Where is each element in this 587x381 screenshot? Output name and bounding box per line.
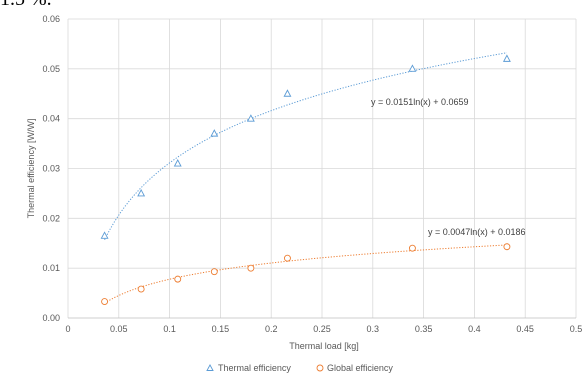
thermal-efficiency-point [408,64,417,72]
x-tick-labels: 0 0.05 0.1 0.15 0.2 0.25 0.3 0.35 0.4 0.45 0.5 [65,324,582,334]
x-tick-label: 0.45 [516,324,534,334]
x-tick-label: 0.5 [570,324,583,334]
y-axis-title: Thermal efficiency [W/W] [26,119,36,219]
legend-circle-marker [316,364,324,372]
trendline-equation-thermal: y = 0.0151ln(x) + 0.0659 [371,97,469,107]
legend: Thermal efficiency Global efficiency [206,363,393,373]
y-tick-label: 0.01 [42,263,60,273]
data-points [100,54,511,306]
x-tick-label: 0.35 [415,324,433,334]
x-axis-title: Thermal load [kg] [289,341,359,351]
y-tick-label: 0.00 [42,313,60,323]
y-tick-label: 0.04 [42,114,60,124]
trendline-thermal [104,52,507,240]
global-efficiency-point [284,254,291,262]
thermal-efficiency-point [246,114,255,122]
thermal-efficiency-point [502,54,511,62]
thermal-efficiency-point [283,89,292,97]
x-tick-label: 0.15 [212,324,230,334]
x-tick-label: 0.2 [265,324,278,334]
x-tick-label: 0.25 [313,324,331,334]
y-tick-label: 0.06 [42,14,60,24]
x-tick-label: 0.3 [367,324,380,334]
trendline-global [104,244,507,304]
grid-lines [67,18,577,319]
y-tick-label: 0.03 [42,164,60,174]
x-tick-label: 0 [65,324,70,334]
global-efficiency-point [174,275,182,283]
global-efficiency-point [137,285,145,293]
legend-label-thermal: Thermal efficiency [218,363,291,373]
trendline-equation-global: y = 0.0047ln(x) + 0.0186 [428,227,526,237]
thermal-efficiency-point [100,231,109,239]
legend-label-global: Global efficiency [327,363,393,373]
y-tick-label: 0.05 [42,64,60,74]
thermal-efficiency-point [173,159,182,167]
thermal-efficiency-point [210,129,219,137]
caption-fragment: 1.5 %. [0,0,52,11]
global-efficiency-point [408,244,416,252]
trendlines [104,52,507,304]
y-tick-labels: 0.00 0.01 0.02 0.03 0.04 0.05 0.06 [42,14,60,323]
x-tick-label: 0.1 [163,324,176,334]
global-efficiency-point [247,264,255,272]
global-efficiency-point [101,298,109,306]
legend-triangle-marker [206,364,214,371]
thermal-efficiency-point [137,188,146,197]
global-efficiency-point [503,243,511,251]
x-tick-label: 0.05 [110,324,128,334]
global-efficiency-point [210,268,218,276]
y-tick-label: 0.02 [42,213,60,223]
x-tick-label: 0.4 [468,324,481,334]
